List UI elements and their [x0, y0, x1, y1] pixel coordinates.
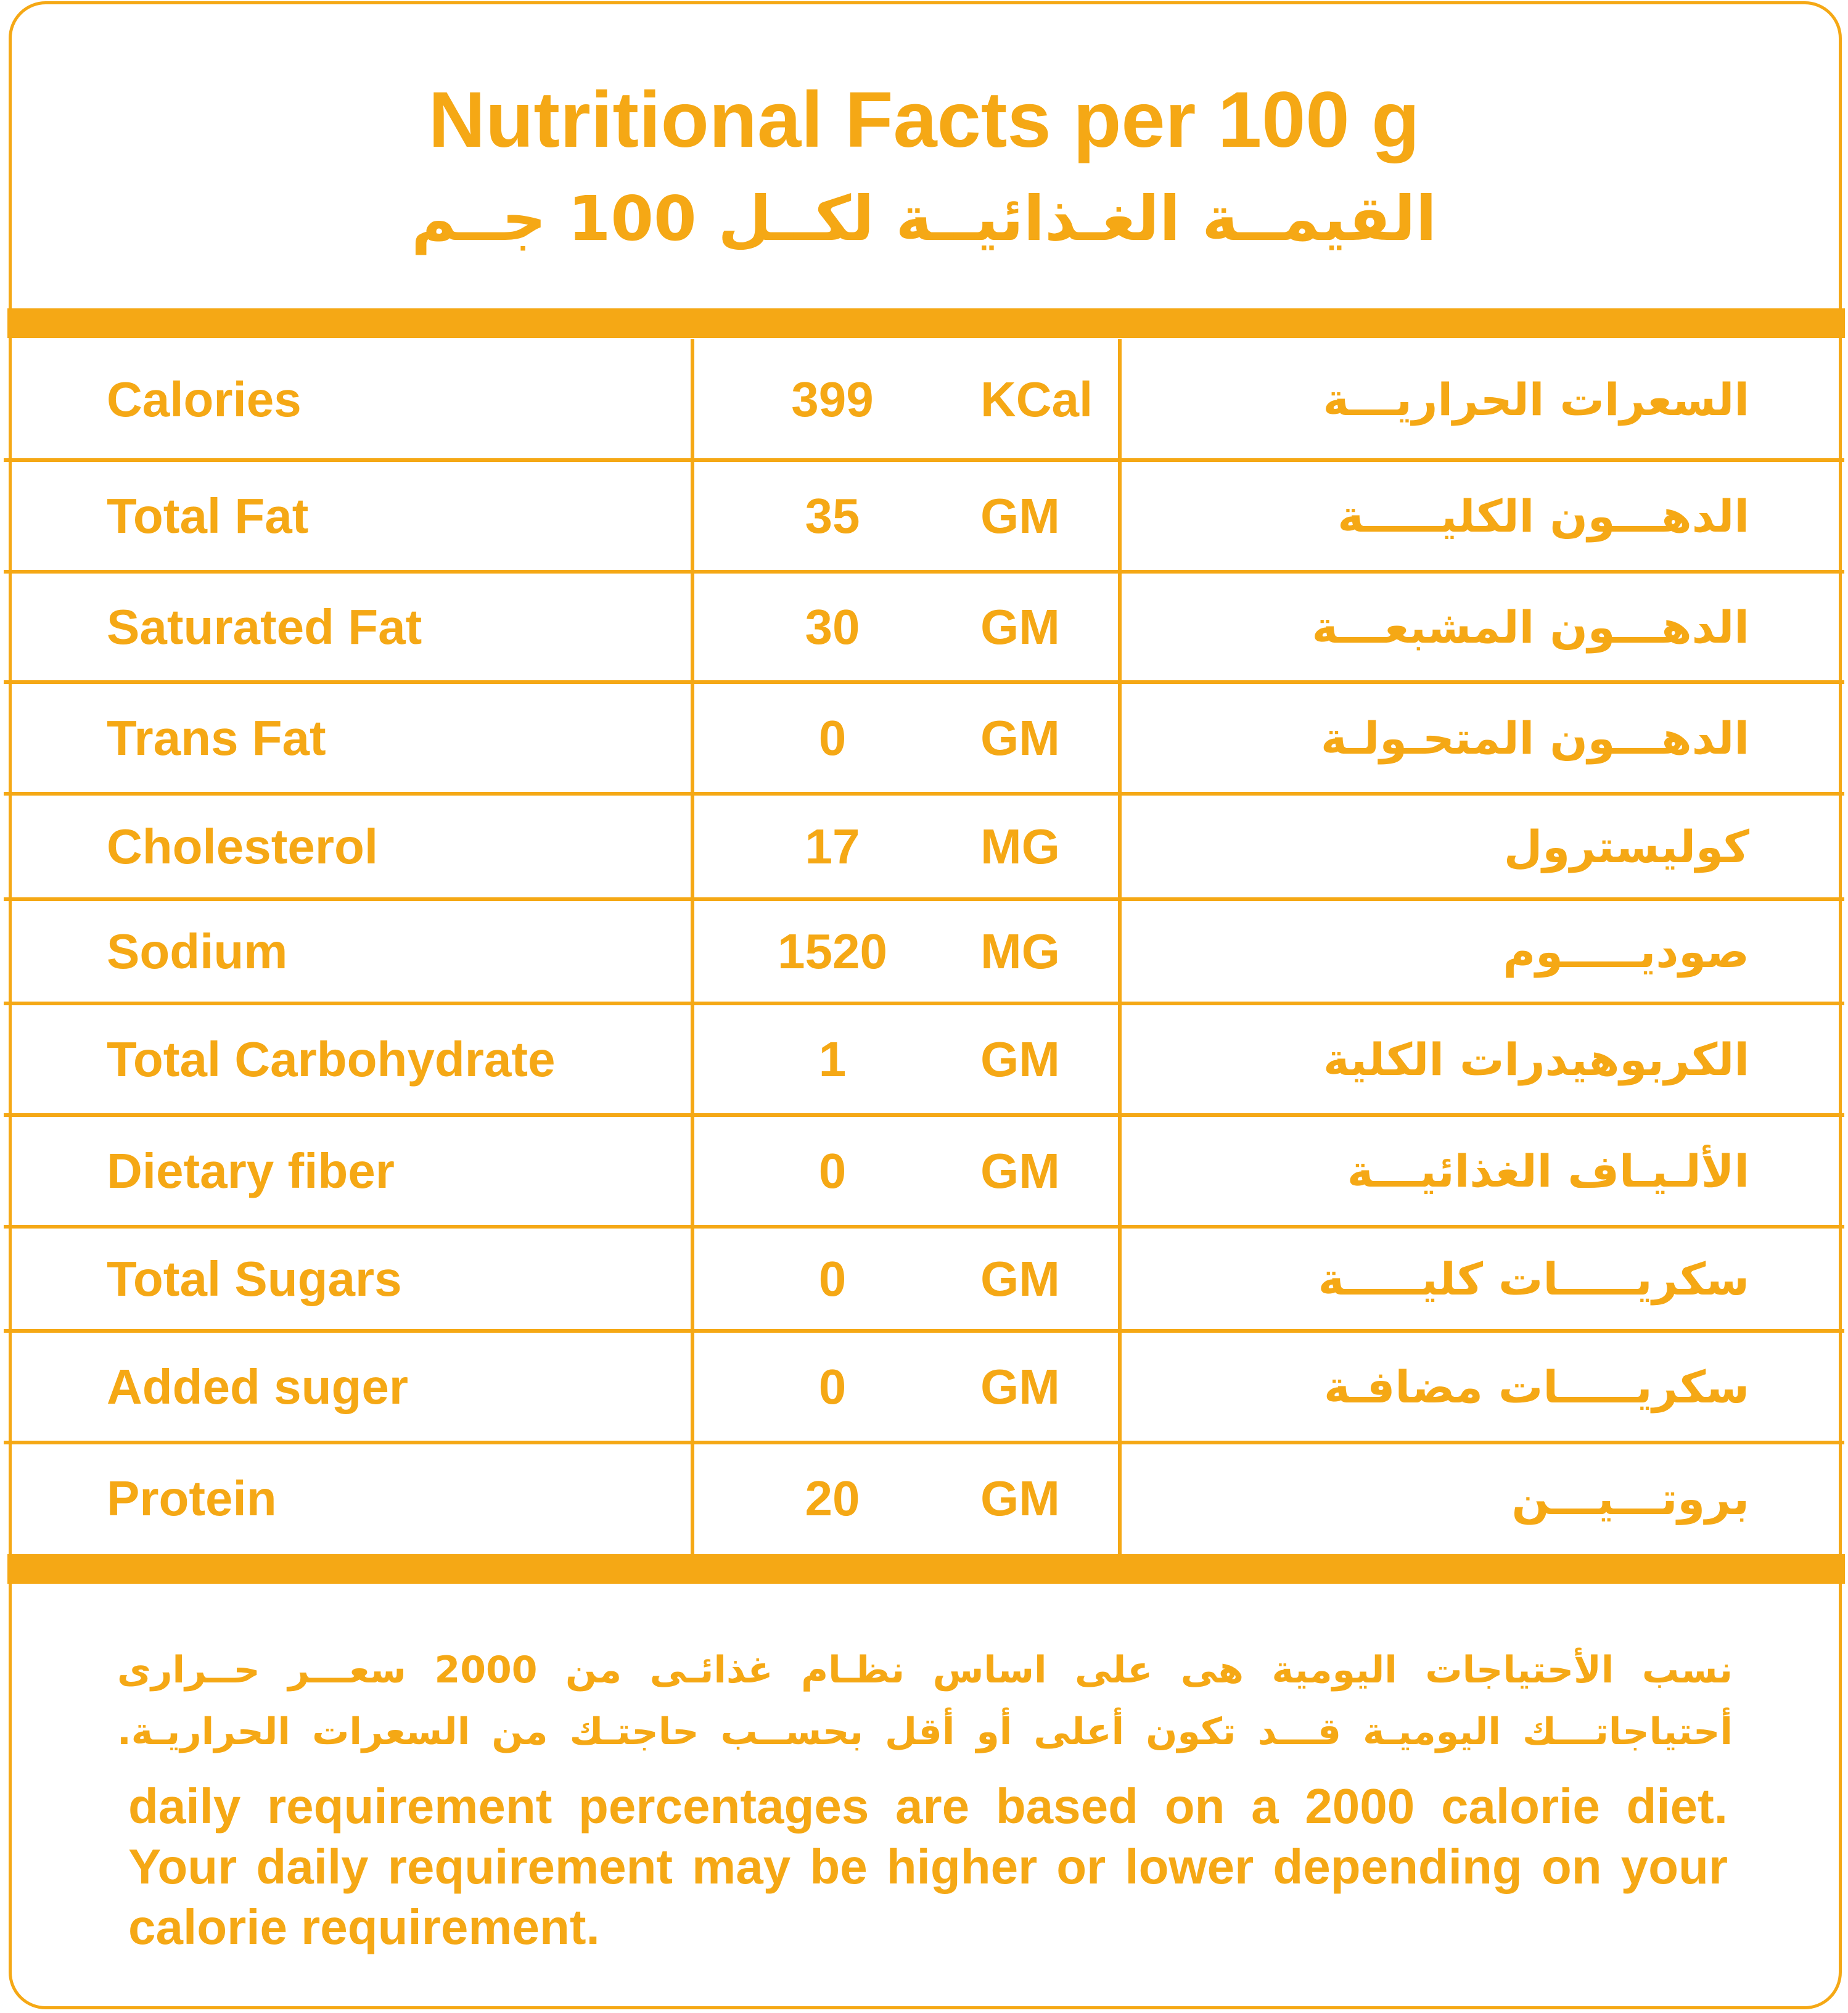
nutrient-name-arabic: سكريـــــات كليـــــة: [1318, 1253, 1749, 1305]
nutrient-name-arabic: السعرات الحراريـــة: [1323, 374, 1749, 426]
nutrient-unit: MG: [980, 818, 1060, 874]
nutrient-value: 35: [805, 488, 860, 543]
nutrient-name-arabic: بروتـــيـــن: [1511, 1472, 1749, 1525]
table-row: Saturated Fat 30 GM الدهـــون المشبعـــة: [0, 572, 1848, 684]
footer-english: daily requirement percentages are based …: [128, 1779, 1728, 1954]
nutrient-value: 1520: [778, 923, 887, 979]
nutrient-unit: MG: [980, 923, 1060, 979]
row-divider: [4, 570, 1844, 574]
nutrient-unit: GM: [980, 1251, 1060, 1306]
nutrient-name: Total Sugars: [107, 1251, 402, 1306]
nutrient-value: 20: [805, 1470, 860, 1526]
footer-arabic-line-2: أحتياجاتـــك اليوميـة قـــد تكون أعلى أو…: [117, 1710, 1733, 1753]
nutrient-unit: GM: [980, 710, 1060, 765]
footer-arabic-line-1: نسب الأحتياجات اليومية هى على اساس نظـام…: [117, 1649, 1733, 1692]
row-divider: [4, 1329, 1844, 1333]
nutrient-unit: GM: [980, 1470, 1060, 1526]
nutrient-name: Saturated Fat: [107, 599, 422, 654]
nutrient-name: Sodium: [107, 923, 288, 979]
top-divider-bar: [7, 308, 1845, 338]
nutrient-value: 1: [818, 1031, 847, 1087]
title-arabic: القيمــة الغـذائيــة لكــل 100 جــم: [411, 183, 1437, 255]
nutrient-value: 17: [805, 818, 860, 874]
row-divider: [4, 1113, 1844, 1117]
nutrient-unit: GM: [980, 1359, 1060, 1414]
nutrient-value: 30: [805, 599, 860, 654]
table-row: Cholesterol 17 MG كوليسترول: [0, 794, 1848, 901]
table-row: Added suger 0 GM سكريـــــات مضافـة: [0, 1331, 1848, 1444]
nutrient-unit: KCal: [980, 372, 1093, 427]
nutrient-name-arabic: الدهـــون المشبعـــة: [1312, 601, 1750, 653]
nutrient-name-arabic: صوديـــــوم: [1503, 925, 1749, 978]
table-row: Total Sugars 0 GM سكريـــــات كليـــــة: [0, 1227, 1848, 1333]
nutrient-name-arabic: الكربوهيدرات الكلية: [1323, 1033, 1749, 1085]
nutrient-name: Protein: [107, 1470, 277, 1526]
table-row: Dietary fiber 0 GM الألـيـاف الغذائيـــة: [0, 1115, 1848, 1229]
column-divider-1: [691, 339, 694, 1555]
row-divider: [4, 792, 1844, 796]
table-row: Total Fat 35 GM الدهـــون الكليـــــة: [0, 460, 1848, 574]
nutrient-value: 0: [818, 1251, 847, 1306]
table-row: Calories 399 KCal السعرات الحراريـــة: [0, 339, 1848, 462]
nutrient-name: Total Fat: [107, 488, 309, 543]
nutrient-value: 0: [818, 1359, 847, 1414]
nutrient-unit: GM: [980, 1143, 1060, 1198]
nutrient-name: Trans Fat: [107, 710, 326, 765]
nutrient-unit: GM: [980, 488, 1060, 543]
table-row: Trans Fat 0 GM الدهـــون المتحـولـة: [0, 682, 1848, 796]
nutrient-unit: GM: [980, 599, 1060, 654]
nutrient-name-arabic: الدهـــون المتحـولـة: [1320, 712, 1749, 764]
row-divider: [4, 897, 1844, 901]
nutrient-value: 399: [791, 372, 874, 427]
nutrient-value: 0: [818, 1143, 847, 1198]
nutrient-name: Cholesterol: [107, 818, 379, 874]
nutrient-name-arabic: الألـيـاف الغذائيـــة: [1347, 1145, 1749, 1197]
title-english: Nutritional Facts per 100 g: [428, 76, 1420, 164]
row-divider: [4, 458, 1844, 462]
row-divider: [4, 1002, 1844, 1005]
bottom-divider-bar: [7, 1554, 1845, 1584]
nutrient-name-arabic: كوليسترول: [1503, 820, 1749, 873]
nutrient-value: 0: [818, 710, 847, 765]
row-divider: [4, 1225, 1844, 1229]
nutrient-name: Total Carbohydrate: [107, 1031, 556, 1087]
nutrient-name-arabic: سكريـــــات مضافـة: [1324, 1361, 1749, 1413]
nutrient-name: Calories: [107, 372, 302, 427]
row-divider: [4, 1441, 1844, 1444]
nutrient-name-arabic: الدهـــون الكليـــــة: [1337, 490, 1749, 542]
table-row: Sodium 1520 MG صوديـــــوم: [0, 899, 1848, 1005]
table-row: Total Carbohydrate 1 GM الكربوهيدرات الكلية: [0, 1003, 1848, 1117]
table-row: Protein 20 GM بروتـــيـــن: [0, 1443, 1848, 1554]
nutrient-unit: GM: [980, 1031, 1060, 1087]
row-divider: [4, 680, 1844, 684]
nutrient-name: Added suger: [107, 1359, 408, 1414]
column-divider-2: [1118, 339, 1122, 1555]
label-border: [9, 1, 1842, 2009]
nutrient-name: Dietary fiber: [107, 1143, 395, 1198]
